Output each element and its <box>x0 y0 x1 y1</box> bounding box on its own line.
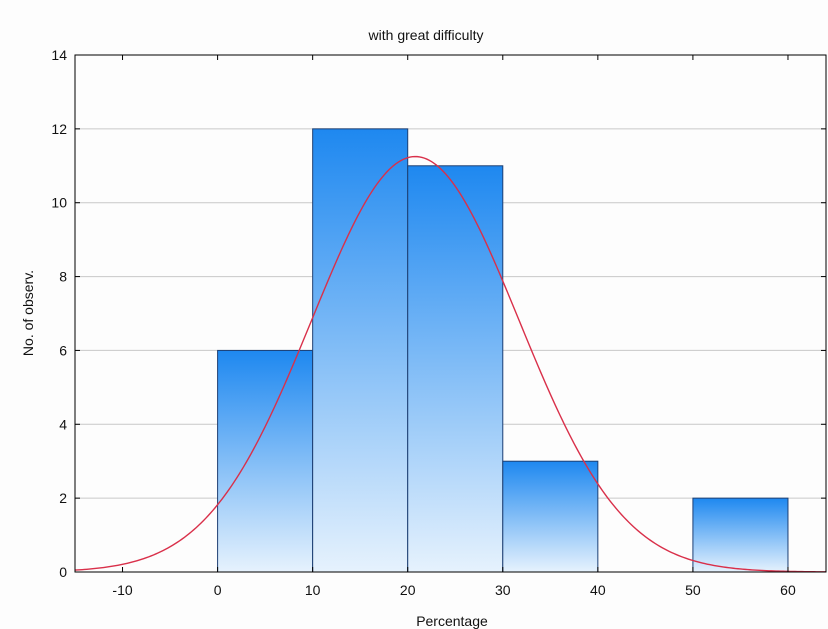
y-tick-label-14: 14 <box>51 47 67 63</box>
y-tick-label-6: 6 <box>59 342 67 358</box>
y-tick-label-10: 10 <box>51 195 67 211</box>
y-tick-label-0: 0 <box>59 564 67 580</box>
histogram-bars <box>217 128 789 573</box>
chart-title: with great difficulty <box>368 27 484 43</box>
x-axis-title: Percentage <box>416 613 488 629</box>
histogram-bar-2 <box>407 165 504 573</box>
y-tick-label-8: 8 <box>59 269 67 285</box>
y-tick-label-4: 4 <box>59 416 67 432</box>
y-tick-label-12: 12 <box>51 121 67 137</box>
x-tick-label--10: -10 <box>112 582 132 598</box>
histogram-bar-0 <box>217 349 314 573</box>
histogram-bar-5 <box>692 497 789 573</box>
normal-fit-line <box>74 155 827 573</box>
x-tick-label-0: 0 <box>214 582 222 598</box>
y-tick-label-2: 2 <box>59 490 67 506</box>
plot-frame <box>74 54 827 573</box>
histogram-bar-3 <box>502 460 599 573</box>
x-tick-label-50: 50 <box>685 582 701 598</box>
normal-fit-curve <box>74 155 827 573</box>
x-tick-label-60: 60 <box>780 582 796 598</box>
y-axis-ticks: 0 2 4 6 8 10 12 14 <box>51 47 826 580</box>
y-axis-title: No. of observ. <box>20 270 36 356</box>
x-tick-label-10: 10 <box>305 582 321 598</box>
x-tick-label-40: 40 <box>590 582 606 598</box>
histogram-bar-1 <box>312 128 409 573</box>
x-axis-ticks: -10 0 10 20 30 40 50 60 <box>112 55 796 598</box>
x-tick-label-20: 20 <box>400 582 416 598</box>
x-tick-label-30: 30 <box>495 582 511 598</box>
